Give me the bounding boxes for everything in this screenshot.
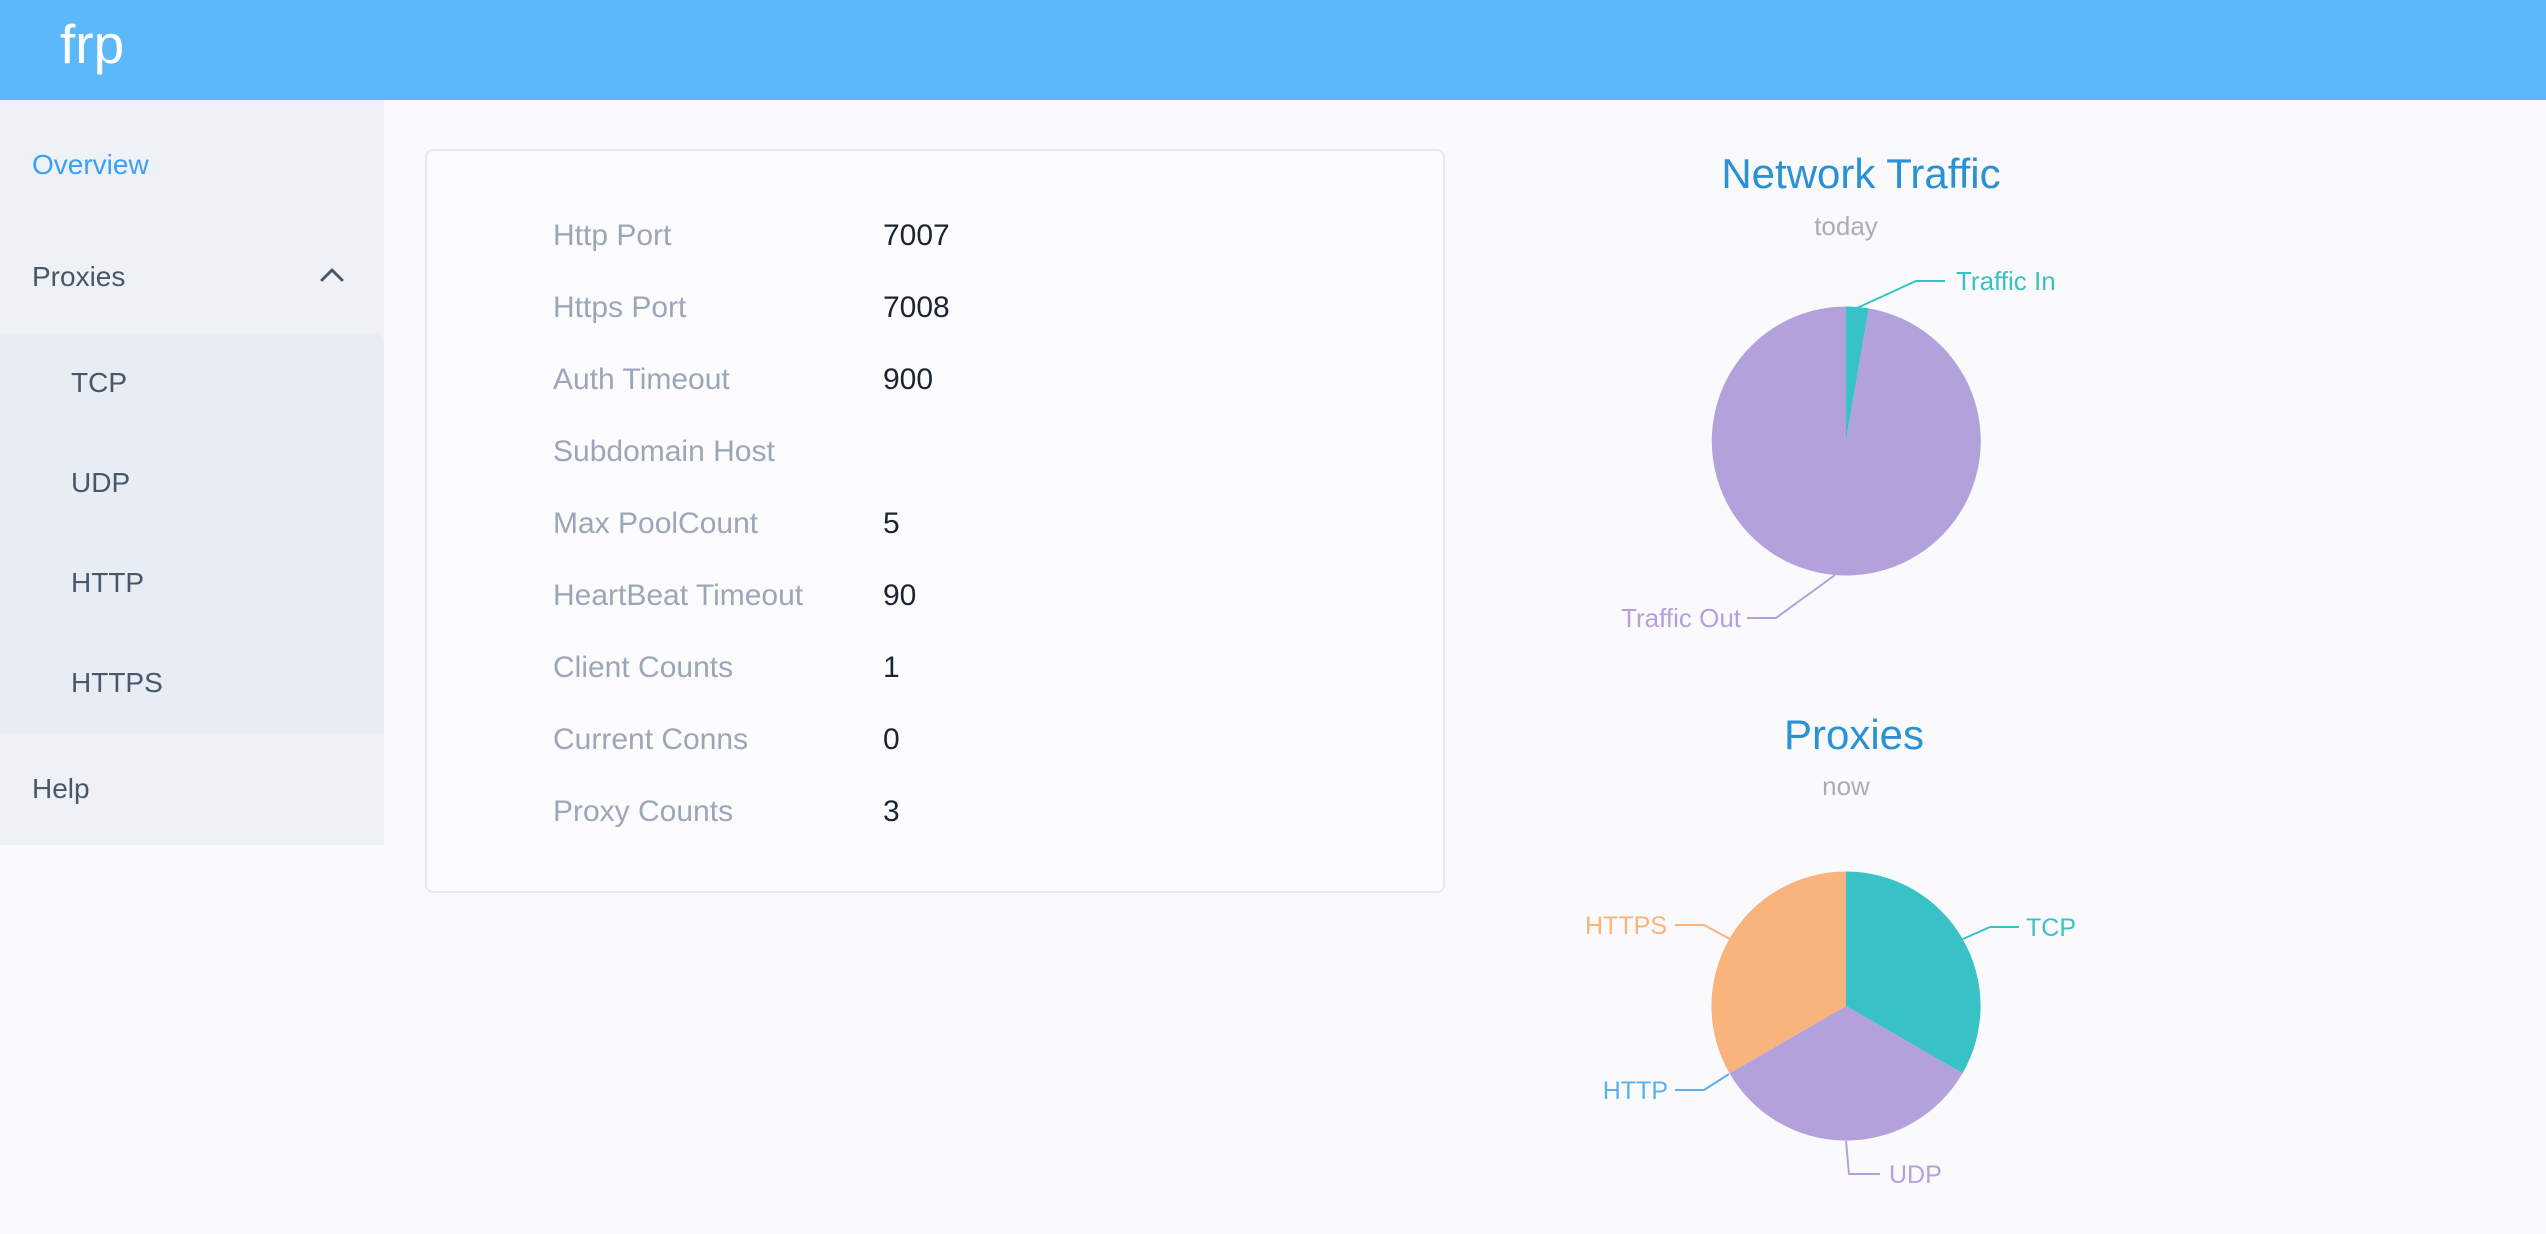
svg-text:now: now xyxy=(1822,771,1870,801)
svg-text:TCP: TCP xyxy=(2026,914,2076,942)
svg-text:Network Traffic: Network Traffic xyxy=(1721,150,2000,197)
svg-text:Proxies: Proxies xyxy=(1784,711,1924,758)
svg-text:HTTP: HTTP xyxy=(1603,1077,1668,1105)
svg-text:today: today xyxy=(1814,211,1878,241)
svg-text:HTTPS: HTTPS xyxy=(1585,912,1667,940)
svg-text:Traffic In: Traffic In xyxy=(1956,266,2056,296)
svg-text:UDP: UDP xyxy=(1889,1161,1942,1189)
svg-text:Traffic Out: Traffic Out xyxy=(1621,603,1742,633)
